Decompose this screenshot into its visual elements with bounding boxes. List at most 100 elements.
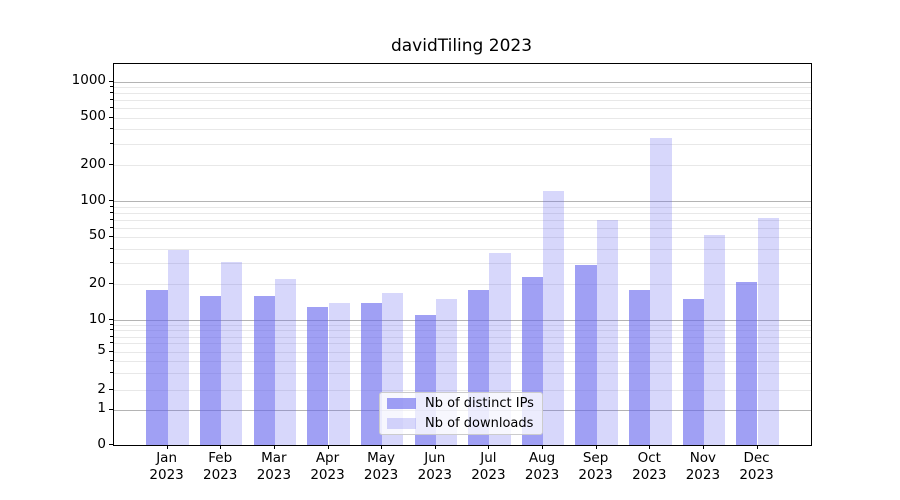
x-tick-label-line: 2023 (363, 466, 399, 483)
x-tick-label-oct-2023: Oct 2023 (619, 450, 679, 483)
y-tick-1000 (109, 80, 113, 82)
y-minor-tick-6 (110, 342, 113, 344)
y-minor-tick-600 (110, 107, 113, 109)
y-minor-tick-80 (110, 211, 113, 213)
bar-nb-of-distinct-ips-may-2023 (360, 302, 383, 445)
plot-area (113, 63, 812, 446)
y-minor-tick-500 (110, 116, 113, 118)
y-tick-1 (109, 408, 113, 410)
y-minor-tick-20 (110, 283, 113, 285)
x-tick-aug-2023 (542, 445, 543, 449)
x-tick-mar-2023 (273, 445, 275, 449)
y-tick-label-1: 1 (97, 400, 106, 417)
x-tick-label-line: Feb (208, 450, 233, 466)
y-minor-tick-60 (110, 226, 113, 228)
x-tick-label-line: 2023 (203, 466, 238, 483)
gridline-y-100 (114, 201, 811, 202)
x-tick-label-nov-2023: Nov 2023 (673, 450, 733, 483)
y-tick-100 (109, 200, 113, 201)
bar-nb-of-distinct-ips-sep-2023 (575, 265, 597, 445)
y-minor-tick-2 (110, 389, 113, 391)
x-tick-label-sep-2023: Sep 2023 (566, 450, 626, 483)
x-tick-label-line: May (367, 450, 396, 466)
x-tick-label-line: 2023 (524, 466, 560, 483)
gridline-y-900 (114, 87, 811, 89)
legend-item-distinct-ips: Nb of distinct IPs (380, 395, 542, 413)
bar-nb-of-downloads-nov-2023 (703, 234, 726, 445)
bar-nb-of-distinct-ips-apr-2023 (307, 306, 329, 445)
x-tick-label-line: 2023 (417, 466, 452, 483)
y-tick-label-50: 50 (88, 227, 106, 244)
gridline-y-1000 (114, 81, 811, 83)
gridline-y-8 (114, 330, 811, 332)
gridline-y-7 (114, 336, 811, 338)
gridline-y-3 (114, 373, 811, 375)
y-minor-tick-5 (110, 350, 113, 352)
x-tick-label-line: Mar (261, 450, 287, 466)
x-tick-label-line: 2023 (471, 466, 506, 483)
legend-label-distinct-ips: Nb of distinct IPs (425, 396, 534, 412)
y-tick-label-100: 100 (80, 191, 106, 208)
legend-item-downloads: Nb of downloads (380, 414, 542, 432)
gridline-y-40 (114, 248, 811, 250)
x-tick-label-line: 2023 (149, 466, 184, 483)
bar-nb-of-distinct-ips-mar-2023 (253, 295, 275, 445)
x-tick-label-may-2023: May 2023 (351, 450, 411, 483)
legend-label-downloads: Nb of downloads (425, 415, 534, 431)
y-tick-label-20: 20 (88, 274, 106, 291)
x-tick-label-feb-2023: Feb 2023 (190, 450, 250, 483)
gridline-y-6 (114, 343, 811, 345)
x-tick-oct-2023 (649, 445, 651, 449)
y-minor-tick-3 (110, 372, 113, 374)
x-tick-label-line: 2023 (578, 466, 613, 483)
y-tick-10 (109, 319, 113, 321)
x-tick-label-line: 2023 (739, 466, 774, 483)
x-tick-jan-2023 (166, 445, 168, 449)
x-tick-label-line: Aug (528, 450, 556, 466)
gridline-y-20 (114, 284, 811, 286)
x-tick-label-line: 2023 (632, 466, 667, 483)
bar-nb-of-downloads-oct-2023 (650, 137, 672, 445)
y-tick-label-500: 500 (80, 108, 106, 125)
gridline-y-10 (114, 320, 811, 322)
y-minor-tick-9 (110, 324, 113, 326)
bar-nb-of-downloads-apr-2023 (328, 302, 350, 445)
y-minor-tick-40 (110, 247, 113, 249)
y-minor-tick-90 (110, 205, 113, 207)
gridline-y-600 (114, 108, 811, 110)
y-minor-tick-8 (110, 329, 113, 331)
legend-swatch-distinct-ips (387, 398, 416, 410)
bar-nb-of-downloads-dec-2023 (757, 218, 779, 445)
bar-nb-of-distinct-ips-jan-2023 (146, 289, 168, 445)
x-tick-label-line: Jan (156, 450, 177, 466)
bar-nb-of-downloads-aug-2023 (543, 190, 565, 445)
x-tick-label-mar-2023: Mar 2023 (244, 450, 304, 483)
y-minor-tick-70 (110, 218, 113, 220)
legend-swatch-downloads (387, 417, 416, 429)
x-tick-label-jan-2023: Jan 2023 (137, 450, 197, 483)
x-tick-label-line: 2023 (310, 466, 345, 483)
y-minor-tick-400 (110, 128, 113, 130)
gridline-y-700 (114, 100, 811, 102)
x-tick-label-dec-2023: Dec 2023 (727, 450, 787, 483)
y-tick-label-10: 10 (88, 310, 106, 327)
gridline-y-30 (114, 263, 811, 265)
x-tick-label-line: Nov (689, 450, 717, 466)
gridline-y-400 (114, 129, 811, 131)
y-tick-label-0: 0 (97, 435, 106, 452)
x-tick-label-line: 2023 (256, 466, 292, 483)
gridline-y-50 (114, 236, 811, 238)
x-tick-label-line: Apr (315, 450, 340, 466)
x-tick-label-line: Jun (424, 450, 446, 466)
y-tick-label-5: 5 (97, 342, 106, 359)
gridline-y-60 (114, 227, 811, 229)
x-tick-label-line: Sep (582, 450, 609, 466)
gridline-y-800 (114, 93, 811, 95)
bar-nb-of-distinct-ips-nov-2023 (682, 299, 704, 445)
gridline-y-9 (114, 325, 811, 327)
bar-nb-of-distinct-ips-oct-2023 (629, 289, 651, 445)
y-minor-tick-30 (110, 262, 113, 264)
y-minor-tick-700 (110, 99, 113, 101)
gridline-y-2 (114, 390, 811, 392)
